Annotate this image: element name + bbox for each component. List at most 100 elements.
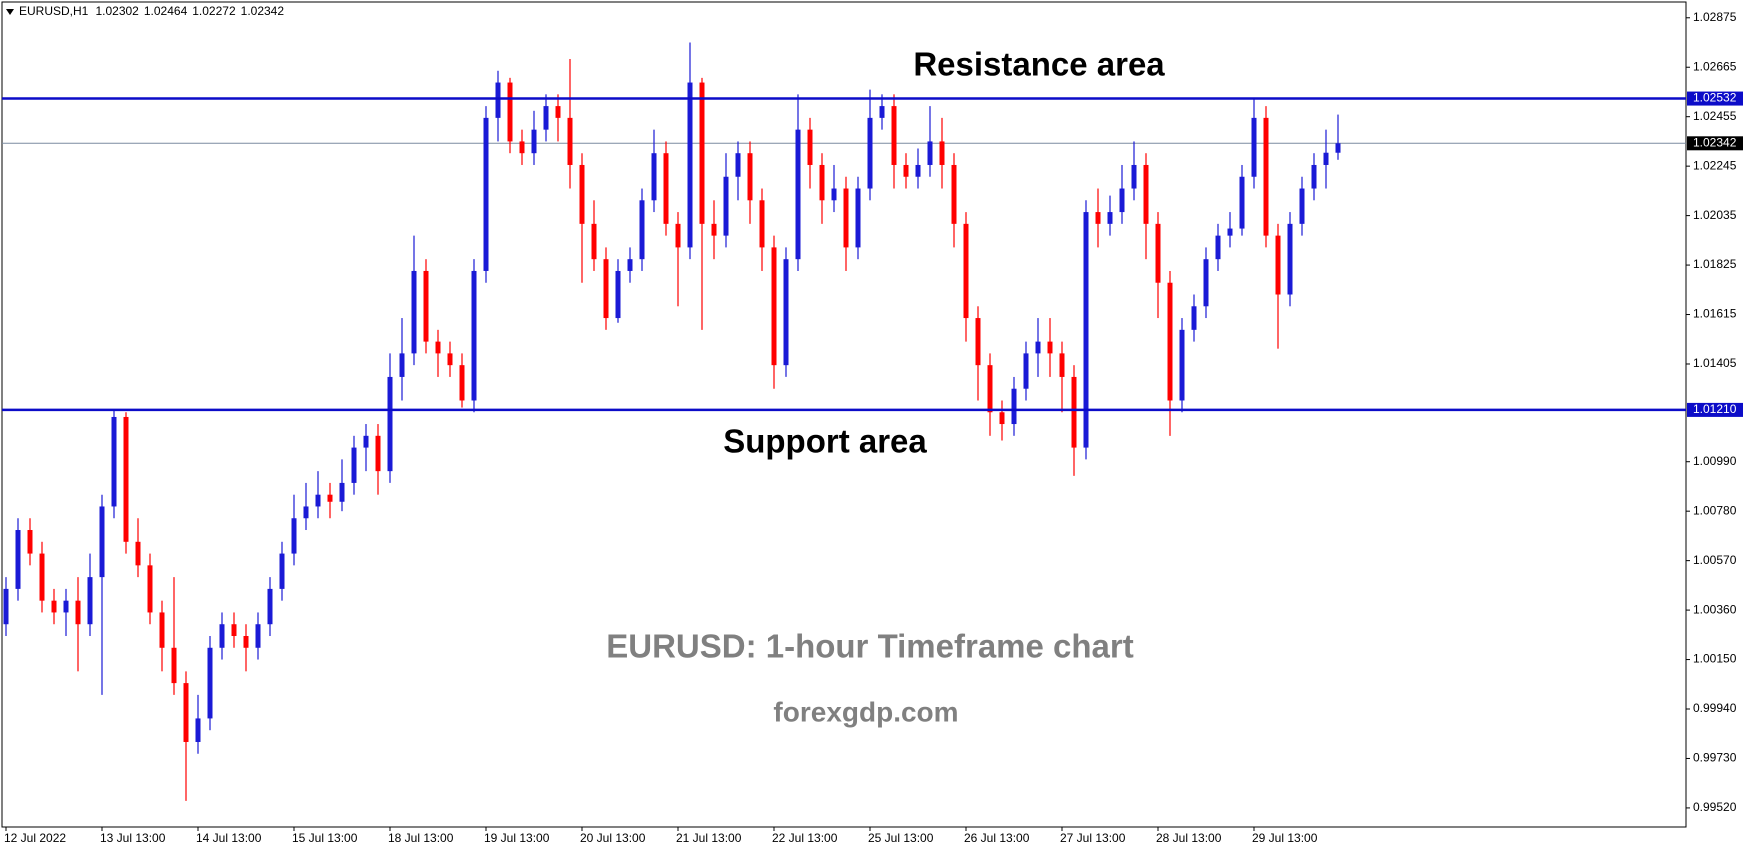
- y-tick-label: 1.00570: [1693, 553, 1737, 567]
- y-tick-label: 0.99940: [1693, 701, 1737, 715]
- candle-body: [1059, 353, 1065, 377]
- candle-body: [747, 153, 753, 201]
- candle-body: [1107, 212, 1113, 224]
- candle-body: [291, 518, 297, 554]
- candle-body: [183, 683, 189, 742]
- candle-body: [843, 188, 849, 248]
- y-tick-label: 1.02245: [1693, 158, 1737, 172]
- candle-body: [567, 117, 573, 165]
- candle-body: [1023, 353, 1029, 389]
- candle-body: [3, 588, 9, 625]
- candle-body: [711, 223, 717, 236]
- candle-body: [903, 164, 909, 177]
- candle-body: [1047, 341, 1053, 354]
- level-label: 1.01210: [1693, 402, 1737, 416]
- candle-body: [1119, 188, 1125, 213]
- candle-body: [507, 82, 513, 142]
- candle-body: [267, 588, 273, 625]
- candle-body: [327, 494, 333, 502]
- candle-body: [771, 247, 777, 366]
- y-tick-label: 1.02875: [1693, 10, 1737, 24]
- candle-body: [1011, 388, 1017, 425]
- x-tick-label: 25 Jul 13:00: [868, 831, 934, 845]
- y-tick-label: 1.01405: [1693, 356, 1737, 370]
- candle-body: [1035, 341, 1041, 354]
- candle-body: [147, 565, 153, 613]
- candle-body: [519, 141, 525, 154]
- y-tick-label: 0.99520: [1693, 800, 1737, 814]
- candle-body: [831, 188, 837, 201]
- header-value: 1.02302: [95, 4, 139, 18]
- candle-body: [231, 624, 237, 636]
- candle-body: [1191, 306, 1197, 330]
- current-price-box: [1687, 136, 1743, 151]
- x-tick-label: 26 Jul 13:00: [964, 831, 1030, 845]
- candle-body: [315, 494, 321, 507]
- candle-body: [723, 176, 729, 236]
- candle-body: [807, 129, 813, 165]
- level-label-box: [1687, 91, 1743, 106]
- candle-body: [531, 129, 537, 154]
- candle-body: [51, 600, 57, 613]
- candle-body: [459, 365, 465, 401]
- candle-body: [435, 341, 441, 354]
- candle-body: [1263, 117, 1269, 236]
- x-tick-label: 22 Jul 13:00: [772, 831, 838, 845]
- candle-body: [555, 106, 561, 118]
- header-value: 1.02272: [192, 4, 236, 18]
- candle-body: [951, 164, 957, 224]
- y-tick-label: 1.02455: [1693, 109, 1737, 123]
- candle-body: [279, 553, 285, 589]
- x-tick-label: 19 Jul 13:00: [484, 831, 550, 845]
- candle-body: [1179, 329, 1185, 401]
- y-tick-label: 0.99730: [1693, 751, 1737, 765]
- level-annotation: Resistance area: [913, 46, 1165, 83]
- level-label-box: [1687, 402, 1743, 417]
- candle-body: [375, 435, 381, 472]
- candle-body: [1251, 117, 1257, 177]
- y-tick-label: 1.02035: [1693, 208, 1737, 222]
- watermark: EURUSD: 1-hour Timeframe chart: [606, 628, 1134, 665]
- candle-body: [27, 530, 33, 554]
- candle-body: [891, 106, 897, 165]
- candle-body: [939, 141, 945, 165]
- x-tick-label: 27 Jul 13:00: [1060, 831, 1126, 845]
- candle-body: [399, 353, 405, 377]
- x-tick-label: 15 Jul 13:00: [292, 831, 358, 845]
- candle-body: [1143, 164, 1149, 224]
- y-tick-label: 1.01825: [1693, 257, 1737, 271]
- candle-body: [39, 553, 45, 601]
- candle-body: [603, 259, 609, 319]
- watermark: forexgdp.com: [773, 696, 958, 727]
- candle-body: [411, 270, 417, 354]
- menu-arrow: [6, 9, 14, 15]
- candle-body: [699, 82, 705, 224]
- candle-body: [543, 106, 549, 130]
- x-tick-label: 18 Jul 13:00: [388, 831, 454, 845]
- candle-body: [1215, 235, 1221, 260]
- current-price-label: 1.02342: [1693, 135, 1737, 149]
- candle-body: [1095, 212, 1101, 224]
- candle-body: [423, 270, 429, 342]
- header: EURUSD,H1 1.02302 1.02464 1.02272 1.02342: [19, 4, 284, 18]
- level-label: 1.02532: [1693, 91, 1737, 105]
- x-tick-label: 29 Jul 13:00: [1252, 831, 1318, 845]
- candle-body: [579, 164, 585, 224]
- candle-body: [171, 647, 177, 684]
- candle-body: [927, 141, 933, 165]
- candle-body: [591, 223, 597, 260]
- candle-body: [207, 647, 213, 719]
- y-tick-label: 1.00780: [1693, 503, 1737, 517]
- candle-body: [255, 624, 261, 648]
- candle-body: [303, 506, 309, 519]
- candle-body: [159, 612, 165, 648]
- candle-body: [615, 270, 621, 319]
- candle-body: [651, 153, 657, 201]
- candle-body: [1227, 228, 1233, 236]
- x-tick-label: 13 Jul 13:00: [100, 831, 166, 845]
- header-value: 1.02464: [144, 4, 188, 18]
- candle-body: [87, 577, 93, 625]
- x-tick-label: 14 Jul 13:00: [196, 831, 262, 845]
